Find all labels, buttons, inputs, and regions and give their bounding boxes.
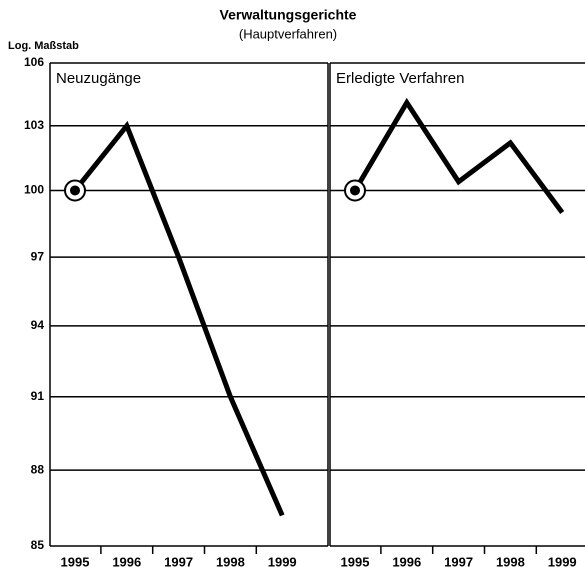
x-tick-label: 1995 — [61, 554, 90, 569]
chart-subtitle: (Hauptverfahren) — [239, 26, 337, 41]
x-tick-label: 1997 — [164, 554, 193, 569]
y-tick-label: 85 — [31, 538, 45, 552]
x-tick-label: 1996 — [392, 554, 421, 569]
y-tick-label: 100 — [24, 183, 44, 197]
panel-title: Neuzugänge — [56, 70, 141, 87]
y-axis-label: Log. Maßstab — [8, 40, 79, 52]
y-tick-label: 103 — [24, 118, 44, 132]
x-tick-label: 1998 — [496, 554, 525, 569]
y-tick-label: 91 — [31, 389, 45, 403]
base-marker-dot — [70, 185, 80, 196]
y-tick-label: 106 — [24, 55, 44, 69]
x-tick-label: 1999 — [548, 554, 577, 569]
x-tick-label: 1995 — [341, 554, 370, 569]
x-tick-label: 1998 — [216, 554, 245, 569]
data-line — [73, 120, 285, 517]
y-tick-label: 88 — [31, 462, 45, 476]
x-tick-label: 1997 — [444, 554, 473, 569]
data-line — [352, 97, 565, 214]
base-marker-dot — [350, 185, 360, 196]
chart-title: Verwaltungsgerichte — [220, 7, 357, 23]
x-tick-label: 1999 — [268, 554, 297, 569]
panel-title: Erledigte Verfahren — [336, 70, 464, 87]
x-tick-label: 1996 — [112, 554, 141, 569]
y-tick-label: 94 — [31, 318, 45, 332]
y-tick-label: 97 — [31, 249, 45, 263]
